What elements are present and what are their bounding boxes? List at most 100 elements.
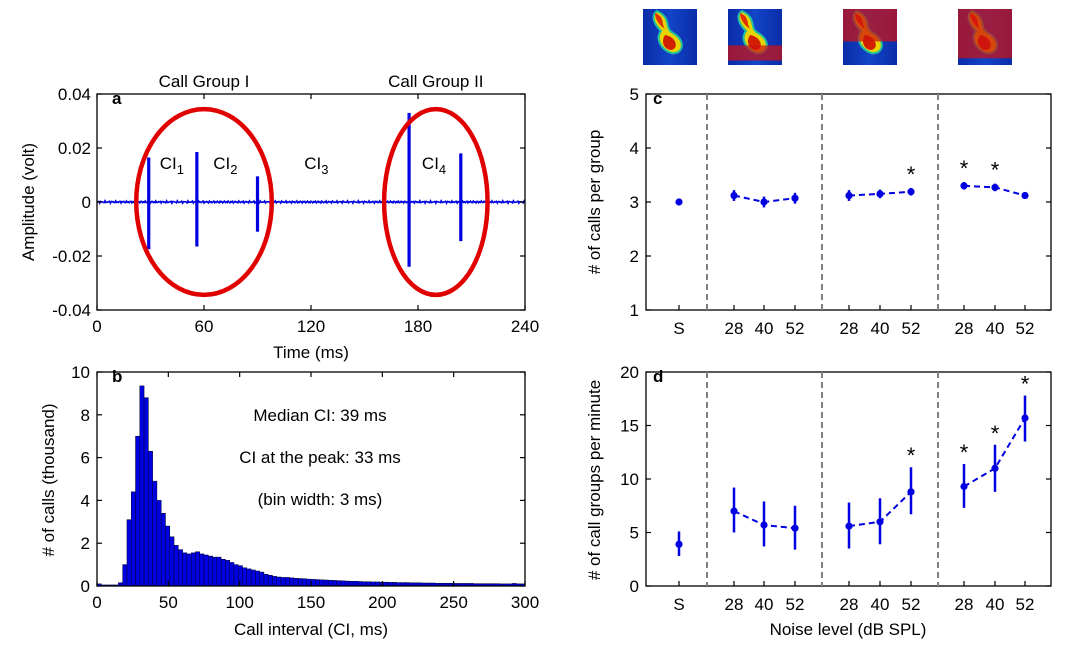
x-tick-label: 150 — [297, 593, 325, 612]
histogram-bar — [328, 580, 332, 586]
x-tick-label: 100 — [225, 593, 253, 612]
histogram-bar — [213, 557, 217, 586]
x-tick-label: 52 — [902, 319, 921, 338]
histogram-bar — [281, 577, 285, 586]
panel-d-dividers — [707, 372, 938, 586]
data-point — [791, 195, 798, 202]
y-tick-label: -0.04 — [52, 301, 91, 320]
histogram-bar — [170, 537, 174, 586]
histogram-bar — [204, 555, 208, 586]
data-point — [845, 522, 852, 529]
histogram-bar — [217, 557, 221, 586]
histogram-bar — [165, 526, 169, 586]
panel-d-series: * * * * — [675, 372, 1029, 556]
y-tick-label: 8 — [81, 406, 90, 425]
data-point — [730, 192, 737, 199]
interval-label-3: CI3 — [304, 154, 328, 177]
histogram-bar — [272, 576, 276, 586]
panel-d-x-label: Noise level (dB SPL) — [770, 620, 927, 639]
data-point — [991, 465, 998, 472]
histogram-bar — [277, 577, 281, 586]
data-point — [675, 541, 682, 548]
y-tick-label: 0 — [82, 193, 91, 212]
x-tick-label: 52 — [1016, 595, 1035, 614]
data-point — [675, 198, 682, 205]
histogram-bar — [337, 581, 341, 586]
histogram-bar — [294, 578, 298, 586]
x-tick-label: 120 — [297, 317, 325, 336]
x-tick-label: 0 — [92, 593, 101, 612]
x-tick-label: 28 — [955, 319, 974, 338]
histogram-bar — [144, 398, 148, 586]
histogram-bar — [341, 581, 345, 586]
x-tick-label: 28 — [840, 595, 859, 614]
data-point — [1021, 414, 1028, 421]
interval-label-subscript: 4 — [439, 162, 446, 177]
panel-d-y-label: # of call groups per minute — [585, 380, 604, 580]
histogram-bar — [161, 513, 165, 586]
histogram-bar — [200, 554, 204, 586]
histogram-bar — [234, 565, 238, 586]
significance-star: * — [907, 443, 916, 468]
peak-annotation: CI at the peak: 33 ms — [239, 448, 401, 467]
histogram-bar — [178, 550, 182, 586]
noise-band — [958, 9, 1012, 58]
x-tick-label: 250 — [439, 593, 467, 612]
data-point — [760, 521, 767, 528]
y-tick-label: 3 — [630, 193, 639, 212]
histogram-bar — [354, 581, 358, 586]
histogram-bar — [243, 568, 247, 586]
spectrogram-thumbnail-2 — [728, 9, 782, 65]
histogram-bar — [311, 579, 315, 586]
y-tick-label: 4 — [81, 491, 90, 510]
data-point — [760, 198, 767, 205]
interval-label-base: CI — [422, 154, 439, 173]
call-group-label-2: Call Group II — [388, 72, 483, 91]
y-tick-label: -0.02 — [52, 247, 91, 266]
panel-b-letter: b — [112, 367, 122, 386]
histogram-bar — [225, 560, 229, 586]
histogram-bar — [127, 520, 131, 586]
interval-label-subscript: 3 — [321, 162, 328, 177]
histogram-bar — [264, 574, 268, 586]
histogram-bar — [350, 581, 354, 586]
panel-a-x-label: Time (ms) — [273, 343, 349, 362]
x-tick-label: 60 — [195, 317, 214, 336]
median-annotation: Median CI: 39 ms — [253, 406, 386, 425]
histogram-bar — [183, 553, 187, 586]
waveform-plot — [97, 113, 525, 267]
x-tick-label: S — [673, 319, 684, 338]
histogram-bar — [268, 575, 272, 586]
histogram-bar — [153, 481, 157, 586]
x-tick-label: 52 — [1016, 319, 1035, 338]
histogram-bar — [315, 580, 319, 586]
significance-star: * — [1021, 372, 1030, 397]
x-tick-label: 40 — [755, 319, 774, 338]
panel-c-y-label: # of calls per group — [585, 130, 604, 275]
interval-label-1: CI1 — [160, 154, 184, 177]
x-tick-label: 52 — [902, 595, 921, 614]
spectrogram-thumbnail-1 — [643, 9, 697, 65]
data-point — [960, 182, 967, 189]
x-tick-label: 180 — [404, 317, 432, 336]
y-tick-label: 1 — [630, 301, 639, 320]
x-tick-label: 52 — [786, 595, 805, 614]
histogram-bar — [195, 552, 199, 586]
histogram-bar — [208, 556, 212, 586]
spectrogram-thumbnails — [643, 9, 1012, 65]
histogram-bar — [123, 565, 127, 586]
interval-label-2: CI2 — [213, 154, 237, 177]
histogram-bar — [251, 570, 255, 586]
x-tick-label: 40 — [755, 595, 774, 614]
panel-d-letter: d — [653, 367, 663, 386]
y-tick-label: 0 — [630, 577, 639, 596]
histogram-bar — [285, 577, 289, 586]
histogram-bar — [332, 580, 336, 586]
panel-c-letter: c — [653, 89, 662, 108]
y-tick-label: 2 — [630, 247, 639, 266]
y-tick-label: 2 — [81, 534, 90, 553]
y-tick-label: 5 — [630, 524, 639, 543]
histogram-bar — [136, 436, 140, 586]
call-group-label-1: Call Group I — [159, 72, 250, 91]
